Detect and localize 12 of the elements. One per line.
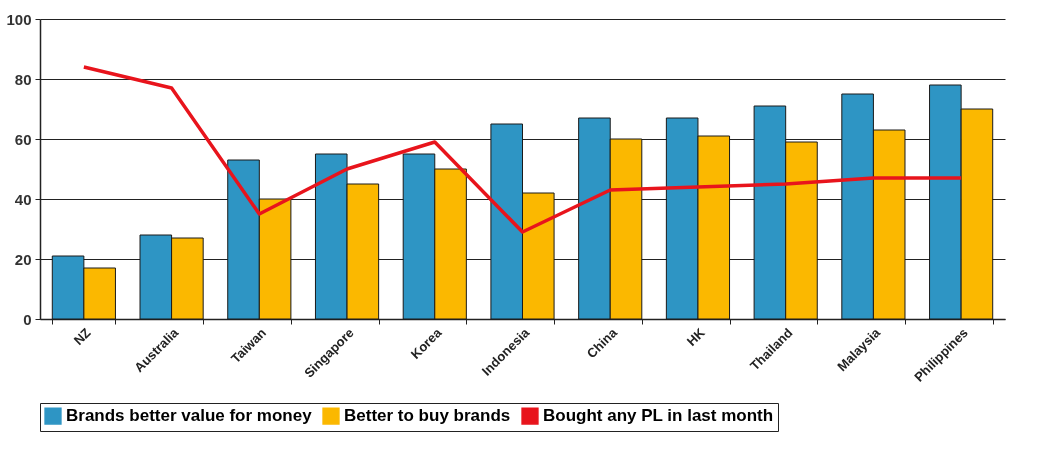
- legend-label: Better to buy brands: [344, 406, 511, 426]
- y-tick-label: 0: [23, 310, 32, 328]
- line-series: [82, 65, 963, 234]
- y-tick-label: 60: [14, 130, 32, 148]
- legend-label: Brands better value for money: [66, 406, 313, 426]
- y-tick-label: 100: [6, 10, 32, 28]
- x-tick-label: NZ: [70, 325, 94, 348]
- x-tick-label: HK: [683, 324, 709, 349]
- y-tick-label: 80: [14, 70, 32, 88]
- y-tick-label: 20: [14, 250, 32, 268]
- legend-label: Bought any PL in last month: [543, 406, 774, 426]
- y-tick-label: 40: [14, 190, 32, 208]
